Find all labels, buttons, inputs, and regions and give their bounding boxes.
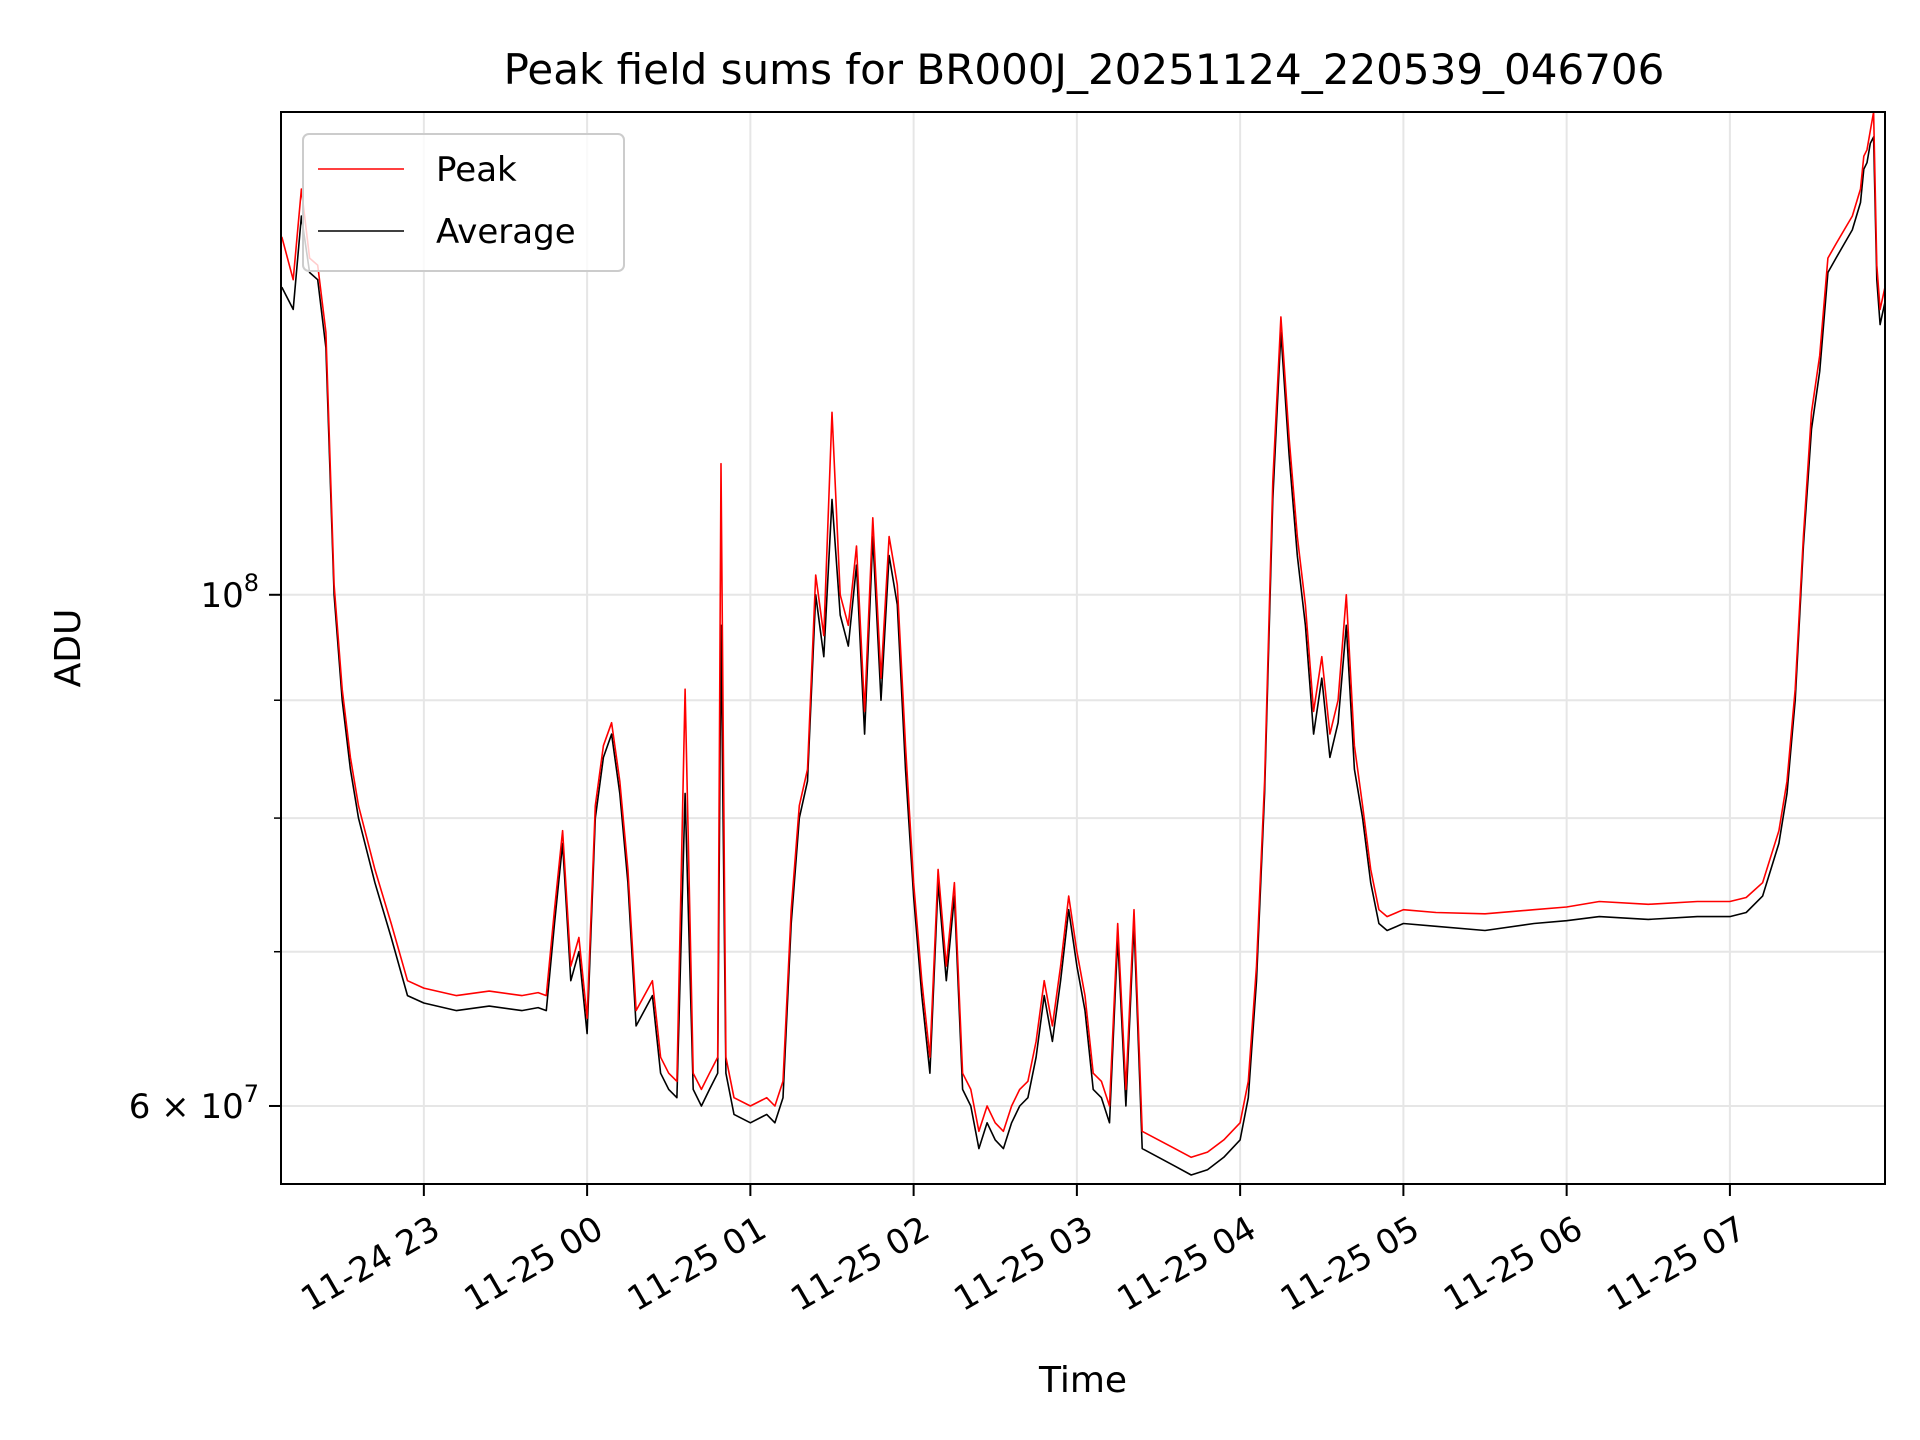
plot-frame <box>280 111 1886 1185</box>
chart-title: Peak field sums for BR000J_20251124_2205… <box>504 45 1665 94</box>
x-axis-label: Time <box>1038 1360 1127 1401</box>
y-axis-label: ADU <box>48 609 89 688</box>
legend-label-peak: Peak <box>436 150 517 190</box>
plot-lines <box>281 111 1886 1176</box>
y-axis: 108 6 × 107 <box>129 569 281 1127</box>
legend: Peak Average <box>302 133 625 272</box>
grid <box>281 112 1885 1184</box>
y-tick-label: 108 <box>200 569 259 616</box>
y-tick-label: 6 × 107 <box>129 1080 259 1127</box>
legend-label-average: Average <box>436 212 576 252</box>
series-line-peak <box>281 111 1886 1159</box>
